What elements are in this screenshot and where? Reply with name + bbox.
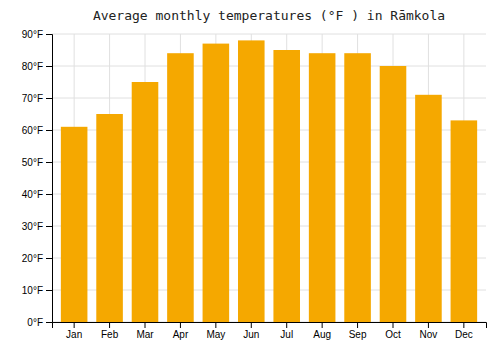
tick-label: 70°F bbox=[22, 93, 43, 104]
bars bbox=[61, 40, 477, 322]
tick-label: Jul bbox=[280, 329, 293, 340]
bar bbox=[415, 95, 442, 322]
tick: 70°F bbox=[22, 93, 52, 104]
tick: Jun bbox=[243, 322, 259, 340]
tick-label: Nov bbox=[420, 329, 438, 340]
axis-line bbox=[53, 323, 487, 329]
tick: 30°F bbox=[22, 221, 52, 232]
tick: 90°F bbox=[22, 29, 52, 40]
tick-label: Mar bbox=[136, 329, 154, 340]
bar bbox=[344, 53, 371, 322]
tick-mark bbox=[46, 34, 52, 35]
tick-mark bbox=[357, 322, 358, 328]
tick: Apr bbox=[173, 322, 189, 340]
tick-label: 10°F bbox=[22, 285, 43, 296]
tick-mark bbox=[322, 322, 323, 328]
bar bbox=[273, 50, 300, 322]
bar bbox=[203, 44, 230, 322]
tick-mark bbox=[145, 322, 146, 328]
tick-mark bbox=[46, 66, 52, 67]
tick: Jan bbox=[66, 322, 82, 340]
tick-mark bbox=[46, 290, 52, 291]
tick-mark bbox=[180, 322, 181, 328]
tick-mark bbox=[393, 322, 394, 328]
bar bbox=[61, 127, 88, 322]
y-axis: 0°F 10°F 20°F 30°F 40°F 50°F 60°F 70°F 80°F 90°F bbox=[22, 29, 53, 328]
tick: May bbox=[206, 322, 225, 340]
chart-svg: 0°F 10°F 20°F 30°F 40°F 50°F 60°F 70°F 80°F 90°F J… bbox=[0, 0, 500, 350]
grid-line-y bbox=[52, 66, 486, 67]
tick-mark bbox=[215, 322, 216, 328]
tick-mark bbox=[251, 322, 252, 328]
tick-label: Jun bbox=[243, 329, 259, 340]
tick-label: Aug bbox=[313, 329, 331, 340]
tick-mark bbox=[46, 258, 52, 259]
tick-label: Dec bbox=[455, 329, 473, 340]
tick: Oct bbox=[385, 322, 401, 340]
bar bbox=[238, 40, 265, 322]
grid-line-y bbox=[52, 34, 486, 35]
tick-mark bbox=[46, 194, 52, 195]
tick-mark bbox=[286, 322, 287, 328]
tick-mark bbox=[46, 322, 52, 323]
tick-label: 80°F bbox=[22, 61, 43, 72]
axis-line bbox=[46, 35, 53, 323]
tick-label: 20°F bbox=[22, 253, 43, 264]
tick-label: Oct bbox=[385, 329, 401, 340]
title: Average monthly temperatures (°F ) in Rā… bbox=[93, 8, 445, 23]
tick-label: Apr bbox=[173, 329, 189, 340]
x-axis: Jan Feb Mar Apr May Jun Jul Aug Sep Oct Nov Dec bbox=[53, 322, 487, 340]
tick: Nov bbox=[420, 322, 438, 340]
tick-label: Sep bbox=[349, 329, 367, 340]
tick-label: Feb bbox=[101, 329, 119, 340]
bar bbox=[451, 120, 478, 322]
tick: Dec bbox=[455, 322, 473, 340]
tick: Sep bbox=[349, 322, 367, 340]
tick-label: 40°F bbox=[22, 189, 43, 200]
tick-label: 50°F bbox=[22, 157, 43, 168]
tick: 20°F bbox=[22, 253, 52, 264]
tick-mark bbox=[46, 162, 52, 163]
tick-mark bbox=[46, 98, 52, 99]
tick-label: 30°F bbox=[22, 221, 43, 232]
tick: 40°F bbox=[22, 189, 52, 200]
tick-mark bbox=[46, 226, 52, 227]
tick: Mar bbox=[136, 322, 154, 340]
tick: Feb bbox=[101, 322, 119, 340]
tick: 50°F bbox=[22, 157, 52, 168]
bar bbox=[167, 53, 194, 322]
tick-label: May bbox=[206, 329, 225, 340]
tick-label: Jan bbox=[66, 329, 82, 340]
tick-label: 90°F bbox=[22, 29, 43, 40]
tick-label: 60°F bbox=[22, 125, 43, 136]
bar bbox=[309, 53, 336, 322]
tick-mark bbox=[74, 322, 75, 328]
tick: Jul bbox=[280, 322, 293, 340]
grid bbox=[52, 34, 486, 322]
bar bbox=[132, 82, 159, 322]
tick-mark bbox=[463, 322, 464, 328]
tick: 10°F bbox=[22, 285, 52, 296]
chart-container: 0°F 10°F 20°F 30°F 40°F 50°F 60°F 70°F 80°F 90°F J… bbox=[0, 0, 500, 350]
bar bbox=[96, 114, 123, 322]
tick: 60°F bbox=[22, 125, 52, 136]
tick-label: 0°F bbox=[27, 317, 43, 328]
tick-mark bbox=[109, 322, 110, 328]
plot-area: 0°F 10°F 20°F 30°F 40°F 50°F 60°F 70°F 80°F 90°F J… bbox=[22, 29, 487, 340]
tick-mark bbox=[46, 130, 52, 131]
tick: Aug bbox=[313, 322, 331, 340]
tick-mark bbox=[428, 322, 429, 328]
bar bbox=[380, 66, 407, 322]
tick: 80°F bbox=[22, 61, 52, 72]
tick: 0°F bbox=[27, 317, 52, 328]
